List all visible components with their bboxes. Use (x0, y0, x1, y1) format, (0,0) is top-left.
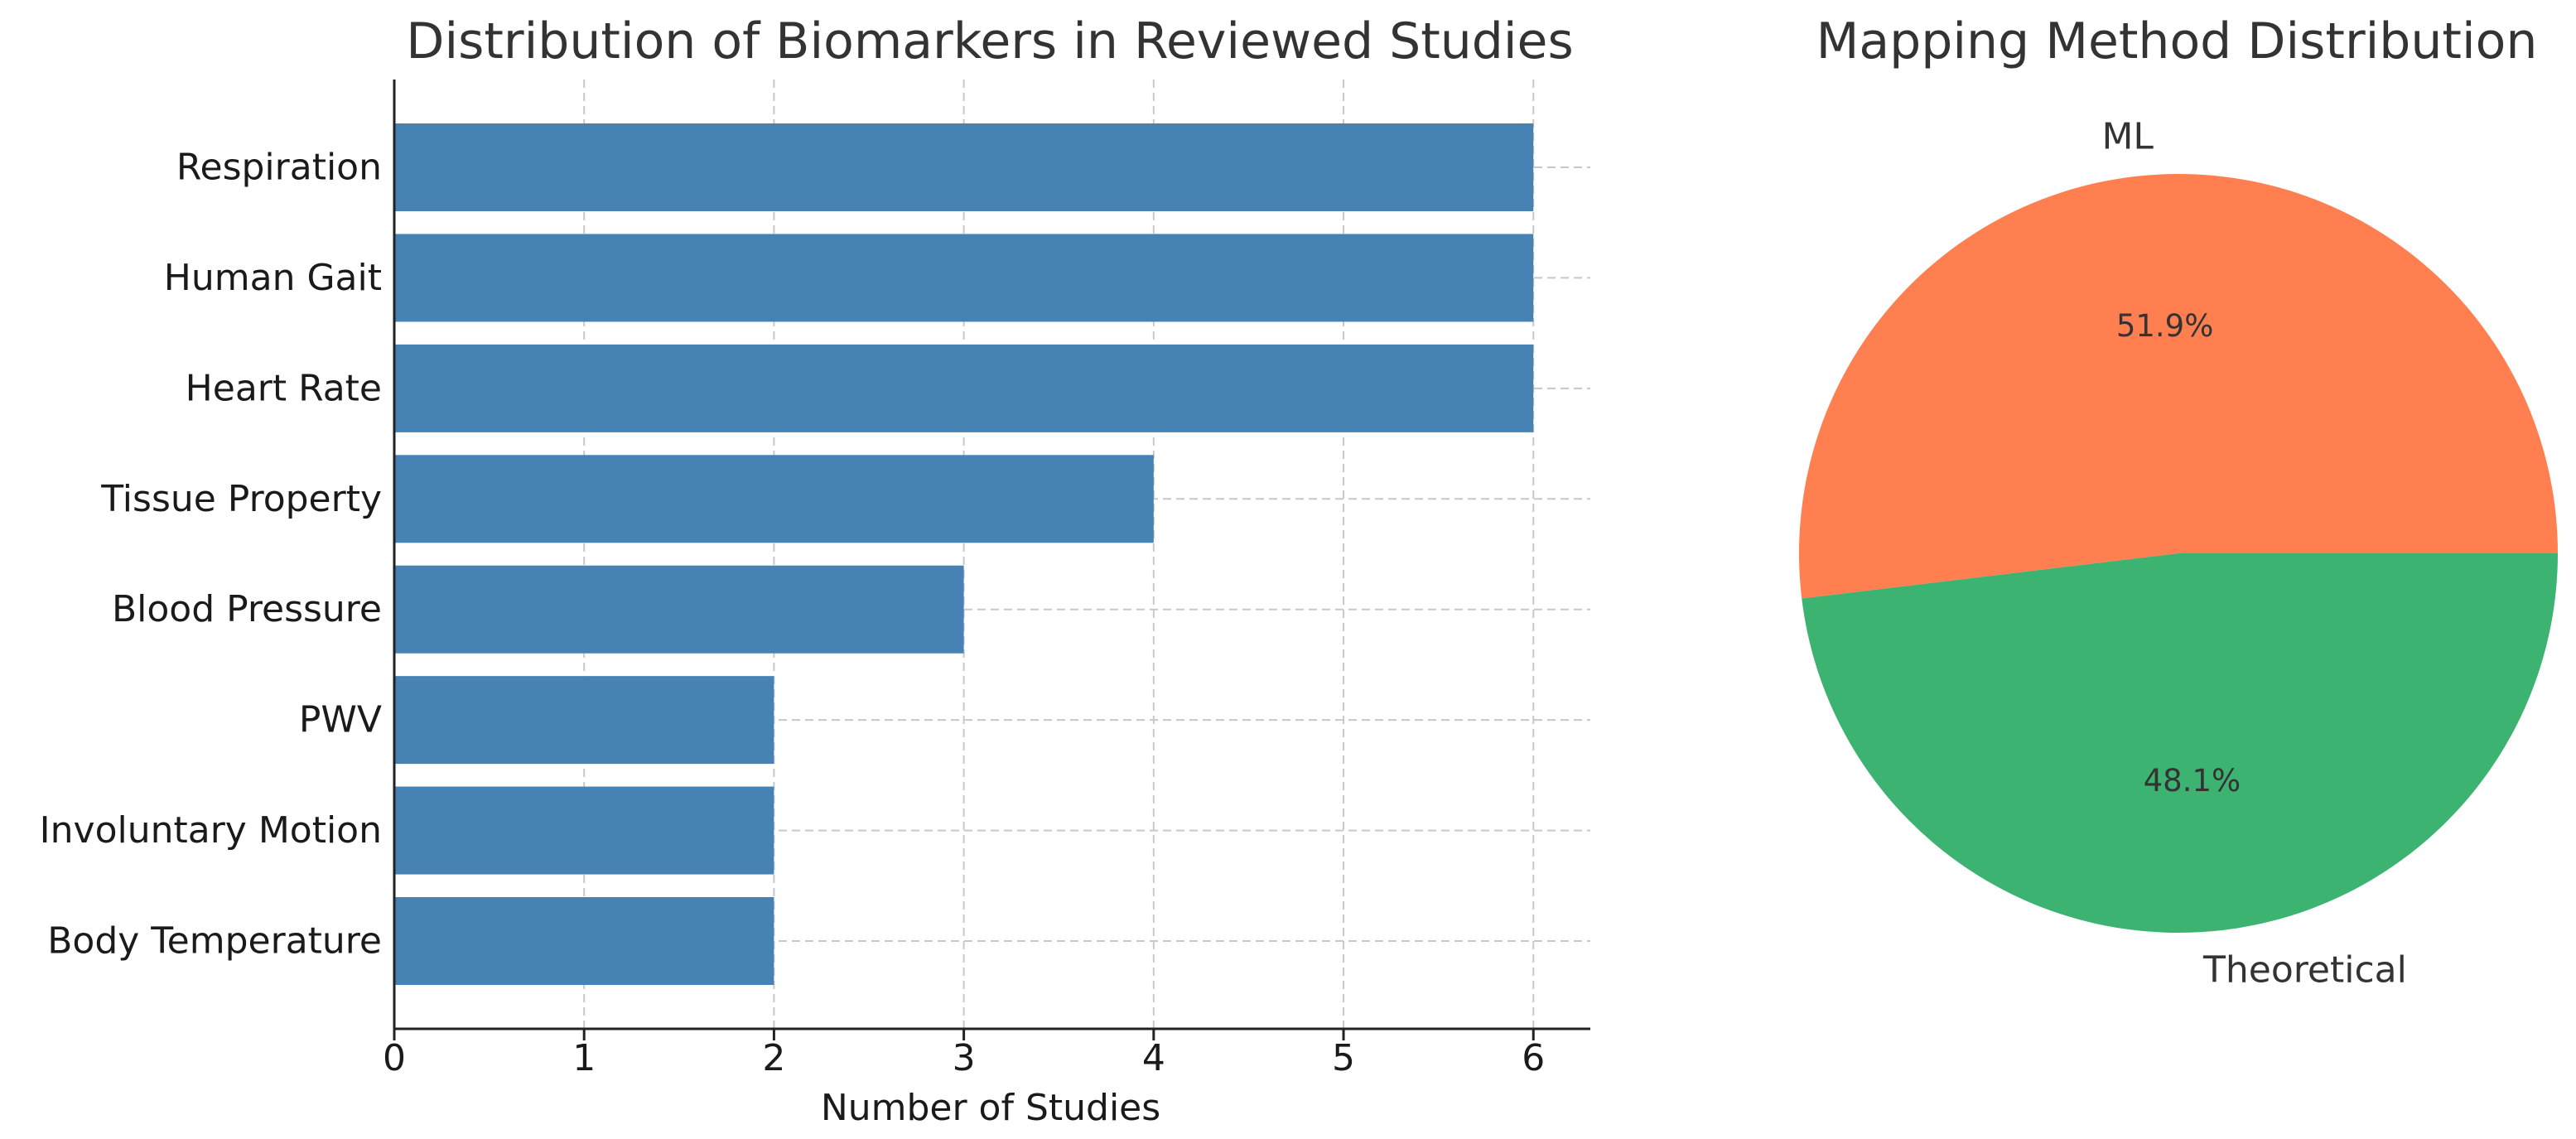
bar-chart-bars (394, 123, 1534, 985)
bar-human-gait (394, 234, 1534, 322)
bar-heart-rate (394, 344, 1534, 432)
x-tick-label-5: 5 (1332, 1037, 1355, 1079)
x-tick-label-3: 3 (953, 1037, 976, 1079)
bar-pwv (394, 676, 774, 765)
pie-pct-label-theoretical: 48.1% (2144, 763, 2241, 799)
pie-slice-ml (1799, 174, 2558, 599)
category-label-human-gait: Human Gait (164, 257, 382, 299)
category-label-involuntary-motion: Involuntary Motion (40, 809, 382, 852)
bar-chart-category-labels: Respiration Human Gait Heart Rate Tissue Pr… (40, 147, 382, 963)
pie-pct-label-ml: 51.9% (2116, 308, 2214, 344)
pie-slice-theoretical (1802, 553, 2558, 934)
category-label-tissue-property: Tissue Property (100, 478, 382, 520)
pie-chart-slices (1799, 174, 2558, 934)
pie-label-ml: ML (2101, 116, 2154, 158)
bar-chart-x-axis-title: Number of Studies (821, 1087, 1160, 1129)
x-tick-label-1: 1 (572, 1037, 596, 1079)
pie-chart-labels: ML 51.9% Theoretical 48.1% (2101, 116, 2406, 992)
bar-involuntary-motion (394, 786, 774, 875)
category-label-pwv: PWV (299, 699, 382, 741)
pie-label-theoretical: Theoretical (2202, 948, 2407, 991)
bar-blood-pressure (394, 565, 964, 654)
x-tick-label-0: 0 (383, 1037, 406, 1079)
x-tick-label-4: 4 (1142, 1037, 1165, 1079)
category-label-respiration: Respiration (176, 147, 382, 189)
category-label-body-temperature: Body Temperature (47, 920, 382, 963)
bar-body-temperature (394, 897, 774, 985)
bar-chart-title: Distribution of Biomarkers in Reviewed S… (406, 12, 1573, 70)
category-label-blood-pressure: Blood Pressure (112, 588, 382, 630)
pie-chart-panel: Mapping Method Distribution ML 51.9% Theor… (1799, 12, 2558, 991)
bar-respiration (394, 123, 1534, 211)
bar-chart-panel: Distribution of Biomarkers in Reviewed S… (40, 12, 1590, 1129)
category-label-heart-rate: Heart Rate (186, 367, 382, 409)
x-tick-label-2: 2 (762, 1037, 785, 1079)
bar-chart-grid (394, 80, 1590, 1029)
x-tick-label-6: 6 (1522, 1037, 1545, 1079)
pie-chart-title: Mapping Method Distribution (1816, 12, 2538, 70)
bar-tissue-property (394, 455, 1154, 543)
bar-chart-x-ticks: 0 1 2 3 4 5 6 (383, 1029, 1545, 1079)
